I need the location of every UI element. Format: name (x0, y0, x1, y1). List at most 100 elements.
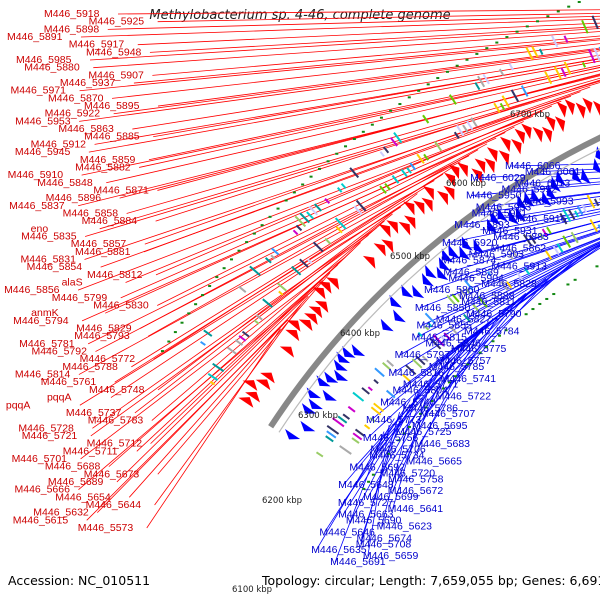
leader-line (79, 50, 600, 122)
leader-line (87, 155, 470, 345)
track-block (342, 413, 351, 420)
track-dot (495, 41, 499, 44)
leader-line (416, 297, 520, 427)
reverse-gene (322, 389, 337, 401)
leader-line (86, 320, 288, 521)
gene-label-right: M446_5786 (403, 402, 459, 414)
reverse-gene (316, 375, 331, 387)
track-block (446, 294, 457, 306)
gene-label-left: M446_5937 (60, 77, 116, 89)
reverse-gene (301, 403, 317, 414)
gene-label-left: eno (31, 223, 49, 235)
track-block (486, 271, 492, 277)
track-block (299, 212, 311, 224)
leader-line (411, 329, 482, 462)
track-dot (301, 183, 305, 186)
track-block (415, 355, 426, 366)
gene-label-left: M446_5666 (14, 484, 70, 496)
track-block (203, 329, 213, 337)
track-block (556, 243, 564, 253)
track-block (432, 334, 445, 347)
track-block (506, 281, 513, 289)
gene-label-right: M446_5862 (491, 243, 547, 255)
track-block (364, 424, 371, 430)
track-dot (505, 36, 509, 39)
reverse-gene (436, 266, 449, 281)
track-block (352, 391, 365, 402)
track-block (470, 117, 478, 128)
gene-label-left: M446_5688 (45, 461, 101, 473)
leader-line (79, 206, 401, 406)
track-dot (455, 64, 459, 67)
track-block (379, 185, 387, 194)
gene-label-left: pqqA (47, 392, 72, 404)
forward-gene (484, 158, 495, 174)
track-block (337, 415, 348, 424)
forward-gene (285, 329, 300, 342)
track-block (424, 312, 436, 325)
track-block (351, 437, 360, 444)
gene-label-left: M446_5898 (44, 23, 100, 35)
leader-line (315, 418, 395, 551)
gene-label-left: M446_5712 (87, 438, 143, 450)
track-block (510, 248, 518, 258)
track-block (538, 48, 544, 55)
scale-label: 6200 kbp (262, 496, 302, 506)
gene-label-right: M446_5756 (363, 432, 419, 444)
gene-label-left: M446_5829 (76, 323, 132, 335)
gene-label-left: M446_5912 (31, 138, 87, 150)
leader-line (400, 302, 513, 433)
track-block (212, 362, 225, 373)
forward-gene (554, 116, 566, 133)
track-block (492, 293, 499, 300)
track-block (499, 102, 506, 111)
gene-label-left: M446_5792 (31, 346, 87, 358)
track-dot (515, 30, 519, 33)
gene-label-right: M446_5659 (363, 550, 419, 562)
gene-label-left: M446_5922 (45, 108, 101, 120)
leader-line (416, 243, 600, 338)
forward-gene (556, 101, 567, 118)
track-dot (379, 116, 383, 119)
track-block (510, 89, 520, 103)
track-dot (398, 103, 402, 106)
leader-line (94, 58, 600, 145)
forward-gene (541, 126, 553, 143)
track-block (200, 340, 206, 346)
leader-line (509, 163, 600, 167)
reverse-gene (306, 387, 322, 399)
leader-line (392, 357, 451, 492)
gene-label-right: M446_5672 (388, 485, 444, 497)
track-block (581, 203, 588, 213)
leader-line (78, 75, 600, 207)
track-block (313, 203, 322, 212)
gene-label-left: M446_5885 (84, 131, 140, 143)
gene-label-left: M446_5644 (86, 499, 142, 511)
gene-label-left: M446_5793 (74, 330, 130, 342)
track-block (546, 226, 552, 235)
reverse-gene (473, 238, 485, 254)
gene-label-left: M446_5837 (9, 200, 65, 212)
track-block (493, 102, 501, 113)
track-dot (417, 89, 421, 92)
leader-line (428, 232, 600, 291)
gene-label-right: M446_5860 (424, 284, 480, 296)
track-dot (566, 283, 570, 286)
leader-line (157, 47, 600, 107)
gene-label-right: M446_5981 (472, 207, 528, 219)
track-dot (326, 160, 330, 163)
leader-line (146, 328, 281, 529)
forward-gene (422, 185, 434, 201)
track-dot (556, 10, 560, 13)
track-dot (230, 258, 234, 261)
gene-label-right: M446_5904 (448, 272, 504, 284)
forward-gene (373, 243, 386, 257)
track-dot (335, 152, 339, 155)
track-block (385, 389, 396, 399)
leader-line (105, 132, 506, 314)
track-block (439, 335, 448, 344)
track-block (373, 402, 385, 413)
scale-ring (278, 148, 600, 433)
track-block (209, 380, 216, 386)
leader-line (81, 137, 497, 322)
